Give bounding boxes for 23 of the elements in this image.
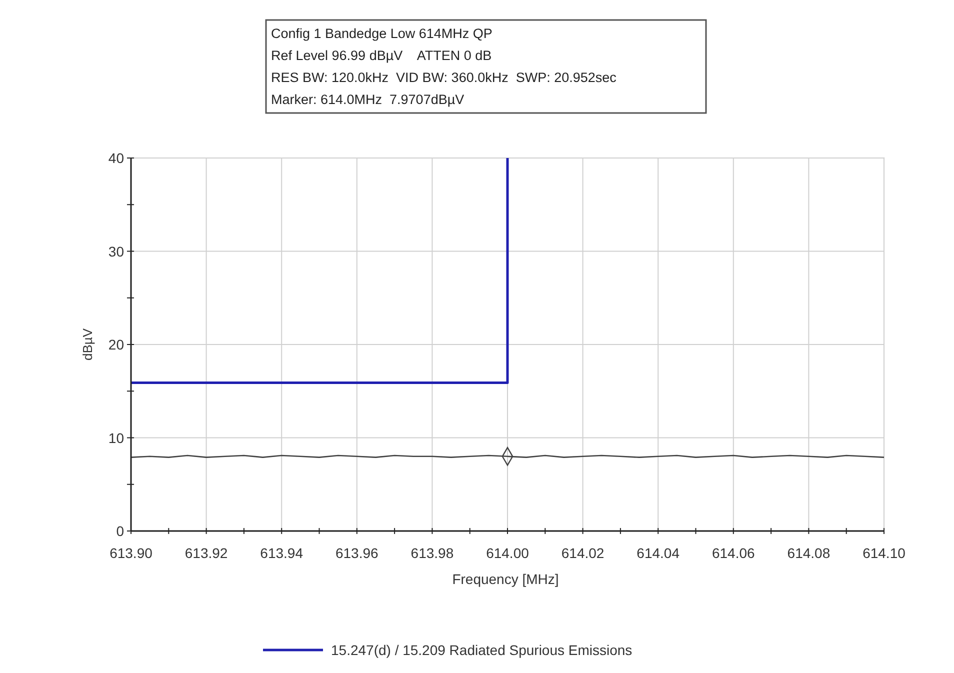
text: Ref Level 96.99 dBµV ATTEN 0 dB [271,48,492,63]
x-tick-label: 613.96 [335,545,379,561]
text: RES BW: 120.0kHz VID BW: 360.0kHz SWP: 20.952sec [271,70,617,85]
text: Config 1 Bandedge Low 614MHz QP [271,26,492,41]
legend-label: 15.247(d) / 15.209 Radiated Spurious Emissions [331,642,632,658]
x-axis-title: Frequency [MHz] [452,571,559,587]
y-axis-title: dBµV [80,328,95,361]
x-tick-label: 614.04 [636,545,680,561]
x-tick-label: 613.90 [110,545,153,561]
y-tick-label: 0 [116,523,124,539]
y-tick-label: 40 [108,150,124,166]
y-tick-label: 20 [108,336,124,352]
x-tick-label: 613.92 [184,545,228,561]
x-tick-label: 614.06 [712,545,756,561]
x-tick-label: 613.94 [260,545,304,561]
x-tick-label: 614.00 [486,545,530,561]
x-tick-label: 614.02 [561,545,604,561]
text: Marker: 614.0MHz 7.9707dBµV [271,92,464,107]
x-tick-label: 613.98 [410,545,454,561]
y-tick-label: 10 [108,430,124,446]
x-tick-label: 614.08 [787,545,830,561]
y-tick-label: 30 [108,243,124,260]
x-tick-label: 614.10 [862,545,906,561]
